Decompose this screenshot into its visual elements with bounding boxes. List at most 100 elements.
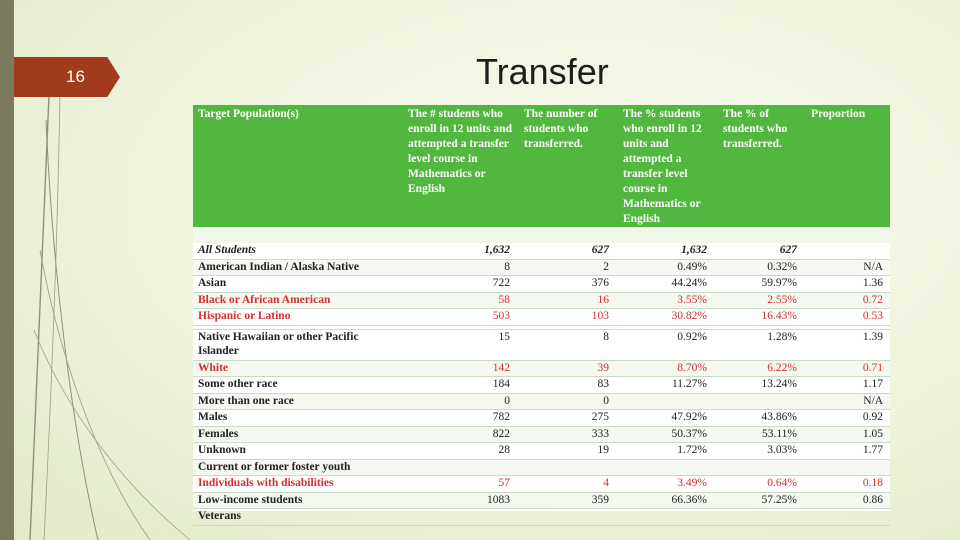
header-target-population: Target Population(s) — [198, 108, 299, 120]
cell-proportion: 0.72 — [862, 293, 883, 306]
cell-transferred: 627 — [591, 244, 609, 256]
cell-proportion: 1.39 — [862, 330, 883, 343]
table-row: Low-income students 1083 359 66.36% 57.2… — [193, 492, 890, 509]
cell-transferred: 19 — [597, 444, 610, 456]
header-transferred-pct: The % of students who transferred. — [723, 108, 788, 150]
cell-n: 722 — [492, 277, 510, 289]
cell-proportion: 1.05 — [862, 427, 883, 440]
row-label: Males — [198, 411, 228, 423]
cell-n: 184 — [492, 378, 510, 390]
row-label: Veterans — [198, 510, 242, 522]
cell-transferred: 2 — [603, 260, 609, 273]
row-label: American Indian / Alaska Native — [198, 260, 360, 273]
header-enrolled-count: The # students who enroll in 12 units an… — [408, 108, 512, 195]
table-row: Individuals with disabilities 57 4 3.49%… — [193, 476, 890, 493]
table-row: All Students 1,632 627 1,632 627 — [193, 243, 890, 260]
row-label: Some other race — [198, 378, 278, 390]
cell-proportion: 0.86 — [862, 493, 883, 506]
row-label: Unknown — [198, 444, 246, 456]
cell-pct-transferred: 0.32% — [767, 260, 797, 273]
cell-proportion: 0.71 — [862, 361, 883, 374]
cell-transferred: 83 — [597, 378, 610, 390]
row-label: Asian — [198, 277, 227, 289]
row-label: Low-income students — [198, 493, 303, 506]
cell-pct-transferred: 53.11% — [761, 427, 797, 440]
table-row: Females 822 333 50.37% 53.11% 1.05 — [193, 426, 890, 443]
table-row: Hispanic or Latino 503 103 30.82% 16.43%… — [193, 309, 890, 326]
cell-pct-enrolled: 0.49% — [677, 260, 707, 273]
cell-n: 1,632 — [484, 244, 510, 256]
table-row: Current or former foster youth — [193, 459, 890, 476]
cell-proportion: 0.18 — [862, 477, 883, 489]
cell-proportion: 1.17 — [862, 378, 883, 390]
cell-transferred: 333 — [591, 427, 609, 440]
cell-n: 503 — [492, 310, 510, 322]
cell-n: 8 — [504, 260, 510, 273]
cell-pct-enrolled: 47.92% — [671, 411, 707, 423]
table-row: American Indian / Alaska Native 8 2 0.49… — [193, 259, 890, 276]
cell-proportion: 0.92 — [862, 411, 883, 423]
cell-pct-enrolled: 50.37% — [671, 427, 707, 440]
table-row: More than one race 0 0 N/A — [193, 393, 890, 410]
row-label: More than one race — [198, 394, 294, 407]
decorative-lines — [29, 71, 191, 540]
cell-proportion: N/A — [863, 260, 883, 273]
row-label: White — [198, 361, 229, 374]
cell-pct-enrolled: 8.70% — [677, 361, 707, 374]
table-body: All Students 1,632 627 1,632 627 America… — [193, 243, 890, 526]
cell-transferred: 359 — [591, 493, 609, 506]
cell-n: 822 — [492, 427, 510, 440]
table-row: White 142 39 8.70% 6.22% 0.71 — [193, 360, 890, 377]
cell-pct-enrolled: 66.36% — [671, 493, 707, 506]
cell-pct-transferred: 59.97% — [761, 277, 797, 289]
cell-pct-transferred: 1.28% — [767, 330, 797, 343]
cell-transferred: 0 — [603, 394, 609, 407]
table-row: Black or African American 58 16 3.55% 2.… — [193, 292, 890, 309]
table-row: Unknown 28 19 1.72% 3.03% 1.77 — [193, 443, 890, 460]
cell-n: 0 — [504, 394, 510, 407]
cell-pct-enrolled: 3.49% — [677, 477, 707, 489]
header-transferred-count: The number of students who transferred. — [524, 108, 598, 150]
cell-proportion: 1.77 — [862, 444, 883, 456]
cell-pct-enrolled: 1.72% — [677, 444, 707, 456]
cell-pct-transferred: 16.43% — [761, 310, 797, 322]
cell-pct-transferred: 2.55% — [767, 293, 797, 306]
cell-proportion: 0.53 — [862, 310, 883, 322]
cell-pct-enrolled: 1,632 — [681, 244, 707, 256]
row-label: Black or African American — [198, 293, 331, 306]
slide-number-tab: 16 — [14, 57, 120, 97]
header-enrolled-pct: The % students who enroll in 12 units an… — [623, 108, 702, 225]
header-spacer — [193, 227, 890, 243]
cell-pct-transferred: 13.24% — [761, 378, 797, 390]
cell-pct-enrolled: 3.55% — [677, 293, 707, 306]
cell-pct-transferred: 43.86% — [761, 411, 797, 423]
left-accent-bar — [0, 0, 14, 540]
cell-transferred: 16 — [597, 293, 610, 306]
table-row: Native Hawaiian or other Pacific Islande… — [193, 328, 890, 361]
cell-pct-transferred: 6.22% — [767, 361, 797, 374]
cell-transferred: 4 — [603, 477, 609, 489]
table-row: Some other race 184 83 11.27% 13.24% 1.1… — [193, 377, 890, 394]
slide-title: Transfer — [476, 51, 609, 92]
cell-pct-transferred: 0.64% — [767, 477, 797, 489]
table-header: Target Population(s) The # students who … — [193, 105, 890, 227]
cell-n: 58 — [498, 293, 511, 306]
table-row: Males 782 275 47.92% 43.86% 0.92 — [193, 410, 890, 427]
cell-transferred: 275 — [591, 411, 609, 423]
cell-pct-enrolled: 44.24% — [671, 277, 707, 289]
row-label: Native Hawaiian or other Pacific Islande… — [198, 330, 359, 358]
slide-number: 16 — [66, 67, 85, 86]
transfer-table: Target Population(s) The # students who … — [193, 105, 890, 526]
cell-transferred: 8 — [603, 330, 609, 343]
cell-n: 57 — [498, 477, 511, 489]
cell-proportion: N/A — [863, 394, 883, 407]
table-row: Veterans — [193, 509, 890, 526]
cell-n: 15 — [498, 330, 511, 343]
cell-transferred: 376 — [591, 277, 609, 289]
cell-n: 1083 — [487, 493, 510, 506]
row-label: Individuals with disabilities — [198, 477, 334, 489]
cell-transferred: 103 — [591, 310, 609, 322]
cell-pct-enrolled: 11.27% — [671, 378, 707, 390]
cell-n: 142 — [492, 361, 510, 374]
cell-n: 782 — [492, 411, 510, 423]
